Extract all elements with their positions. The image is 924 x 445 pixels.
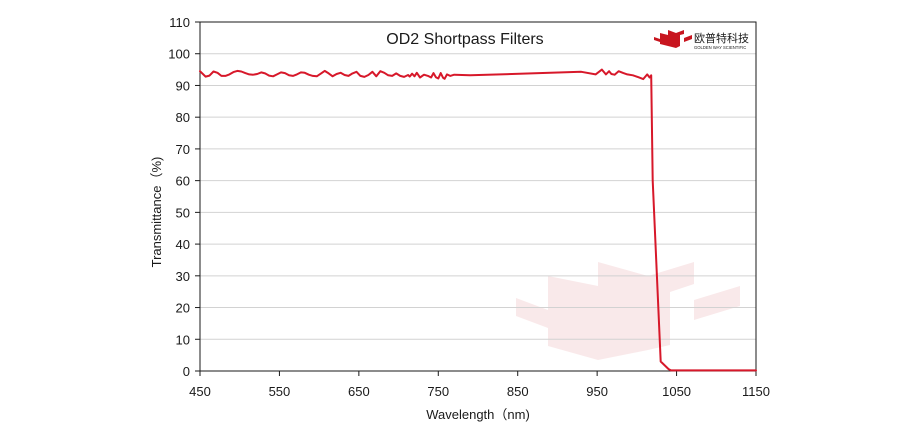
x-tick-label: 850 (507, 384, 529, 399)
grid-lines (200, 53, 756, 340)
y-tick-label: 40 (176, 237, 190, 252)
x-tick-label: 650 (348, 384, 370, 399)
x-tick-label: 550 (269, 384, 291, 399)
y-axis: 0 10 20 30 40 50 60 70 80 90 100 110 (168, 15, 200, 379)
y-axis-title: Transmittance（%) (149, 157, 164, 268)
y-tick-label: 60 (176, 174, 190, 189)
x-tick-label: 450 (189, 384, 211, 399)
brand-tagline: GOLDEN WAY SCIENTIFIC (694, 45, 746, 50)
series-line (199, 68, 757, 372)
chart-title: OD2 Shortpass Filters (386, 31, 543, 48)
y-tick-label: 50 (176, 205, 190, 220)
x-axis-title: Wavelength（nm) (426, 407, 530, 422)
brand-logo: 欧普特科技 GOLDEN WAY SCIENTIFIC (654, 30, 749, 50)
brand-name: 欧普特科技 (694, 31, 749, 45)
plot-frame (199, 21, 757, 372)
brand-mark-icon (654, 30, 692, 48)
x-tick-label: 1050 (662, 384, 691, 399)
y-tick-label: 80 (176, 110, 190, 125)
y-tick-label: 110 (169, 15, 190, 30)
x-tick-label: 1150 (742, 384, 770, 399)
y-tick-label: 0 (183, 364, 190, 379)
series-layer (199, 68, 757, 372)
x-axis: 450 550 650 750 850 950 1050 1150 (189, 371, 770, 399)
watermark-logo-icon (516, 262, 740, 360)
y-tick-label: 70 (176, 142, 190, 157)
y-tick-label: 100 (168, 47, 190, 62)
y-tick-label: 20 (176, 301, 190, 316)
y-tick-label: 30 (176, 269, 190, 284)
y-tick-label: 90 (176, 78, 190, 93)
x-tick-label: 950 (586, 384, 608, 399)
y-tick-label: 10 (176, 332, 190, 347)
x-tick-label: 750 (427, 384, 449, 399)
